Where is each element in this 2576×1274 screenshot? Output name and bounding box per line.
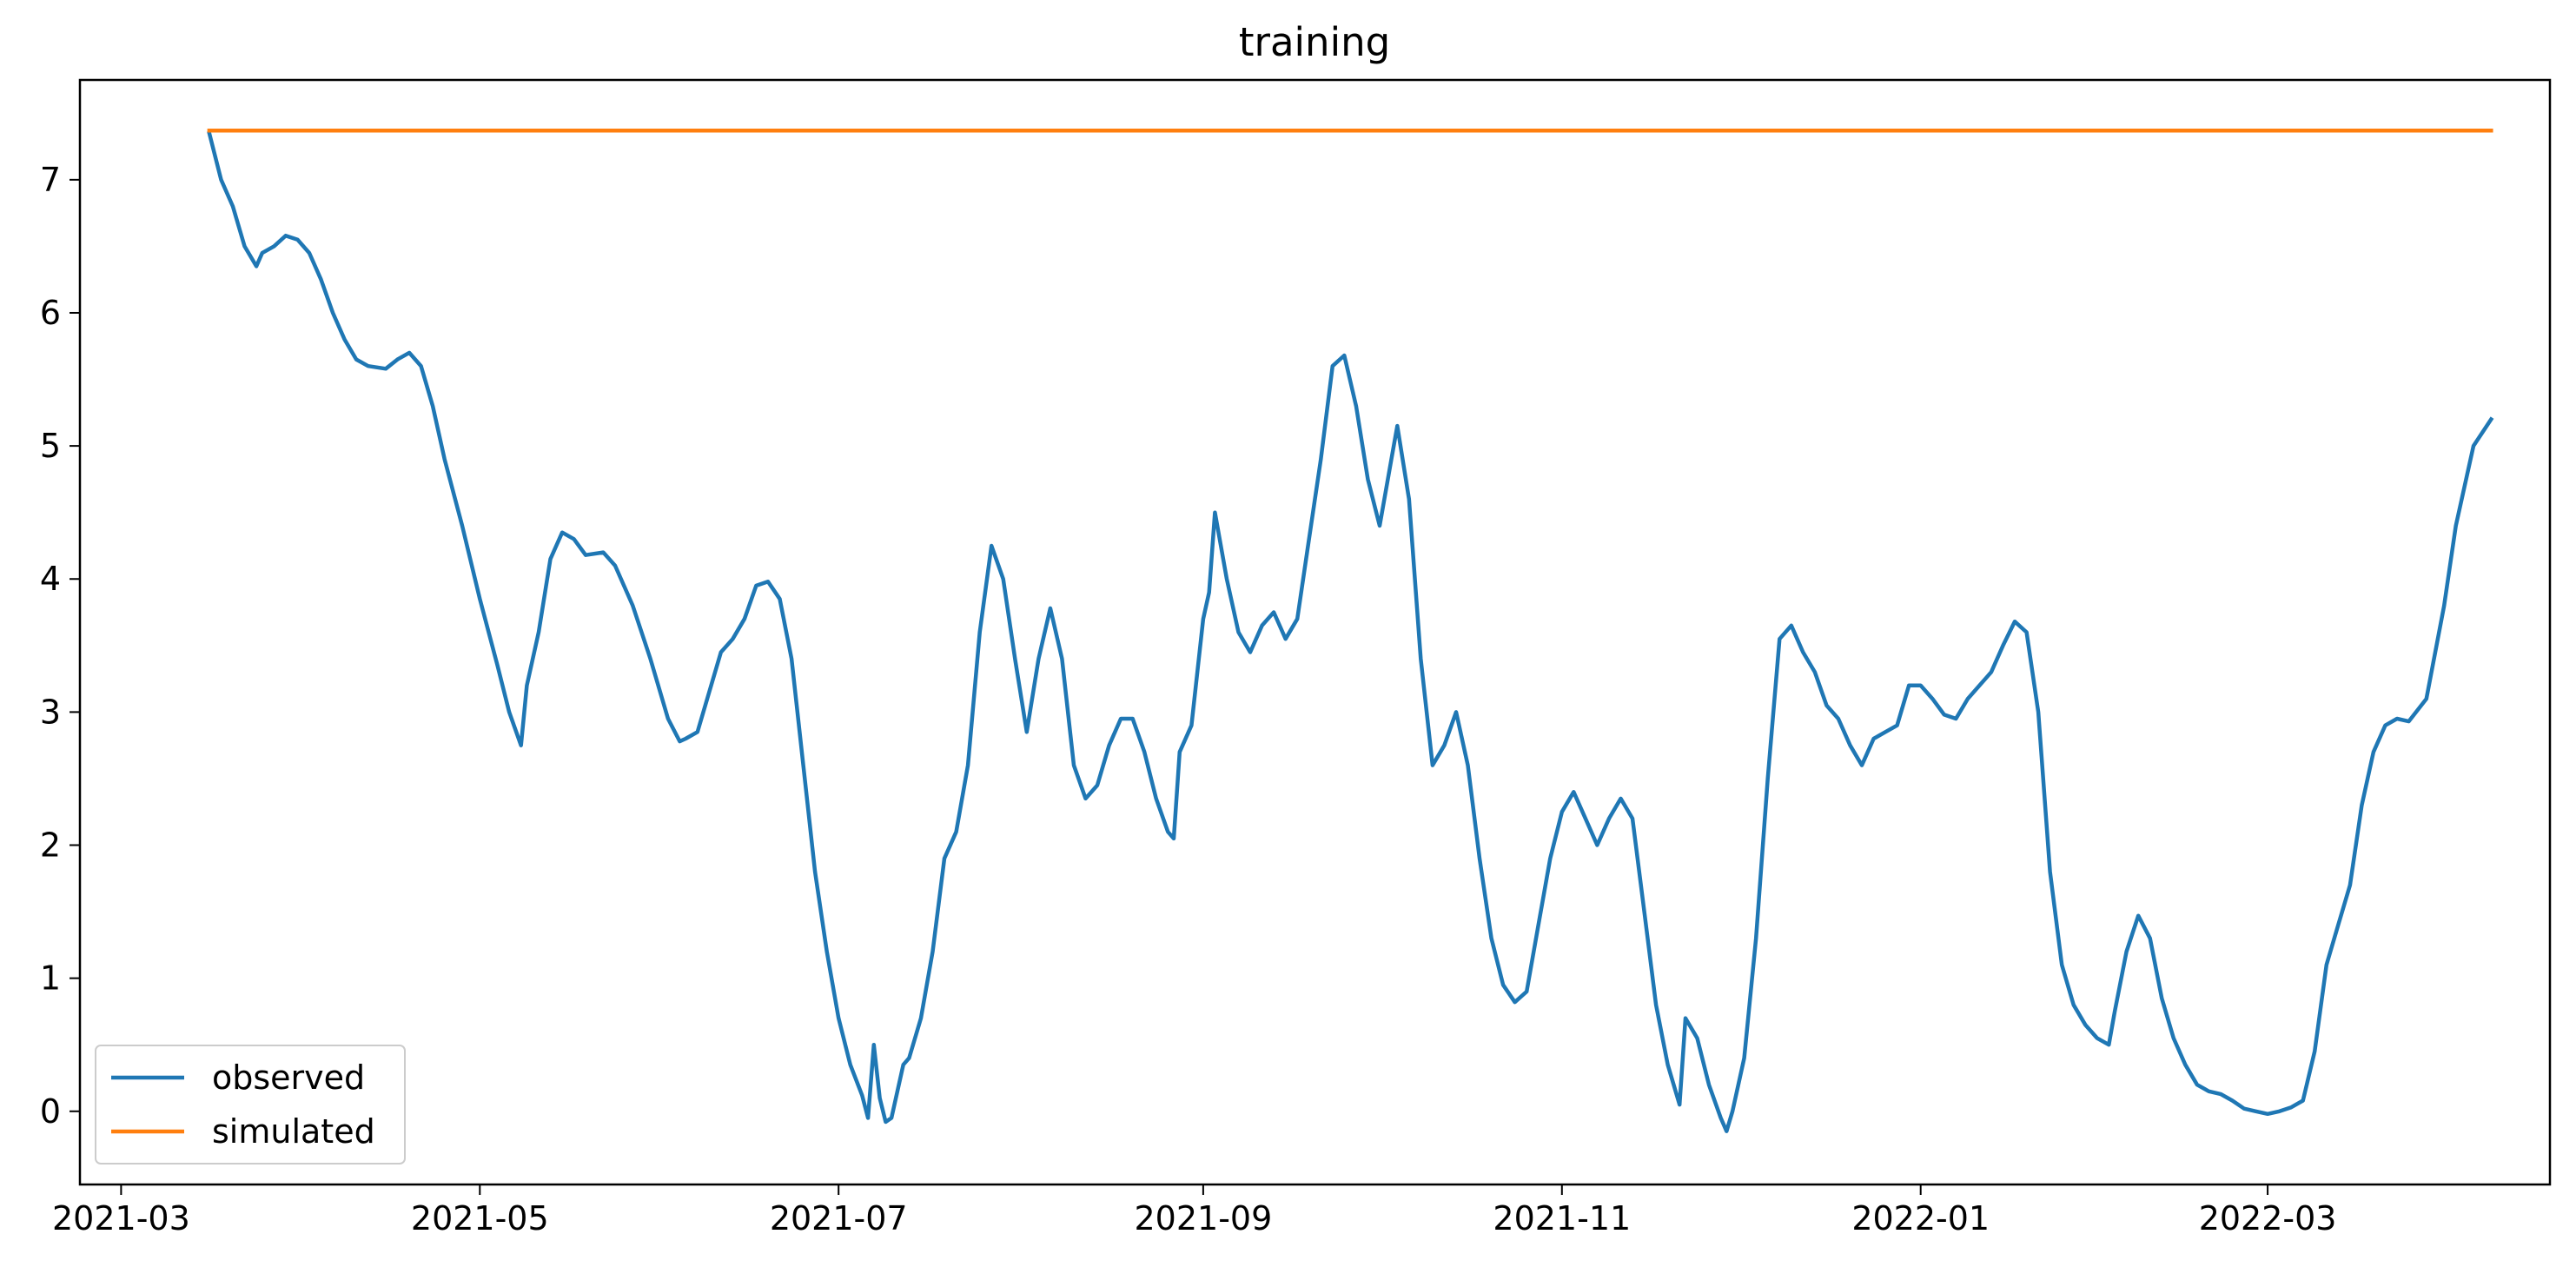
x-tick-label: 2022-01 [1851,1199,1990,1238]
x-tick-label: 2021-11 [1493,1199,1631,1238]
x-tick-label: 2021-09 [1134,1199,1272,1238]
y-tick-label: 3 [40,693,61,731]
legend-label-simulated: simulated [212,1112,375,1151]
y-tick-label: 5 [40,427,61,465]
chart-title: training [1239,19,1390,65]
plot-frame [78,78,2552,1186]
y-tick-label: 7 [40,161,61,199]
x-tick-label: 2021-05 [411,1199,549,1238]
y-tick-label: 6 [40,294,61,332]
x-tick-label: 2021-07 [770,1199,908,1238]
y-tick-label: 0 [40,1092,61,1131]
plot-area [207,128,2494,1133]
x-axis: 2021-03 2021-05 2021-07 2021-09 2021-11 2022-… [52,1184,2336,1238]
y-tick-label: 4 [40,560,61,598]
y-axis: 0 1 2 3 4 5 6 7 [40,161,80,1131]
legend: observed simulated [95,1045,406,1165]
x-tick-label: 2022-03 [2199,1199,2337,1238]
legend-box [95,1045,406,1165]
y-tick-label: 2 [40,826,61,865]
y-tick-label: 1 [40,959,61,998]
series-line-observed [207,130,2494,1133]
legend-label-observed: observed [212,1058,365,1097]
x-tick-label: 2021-03 [52,1199,190,1238]
